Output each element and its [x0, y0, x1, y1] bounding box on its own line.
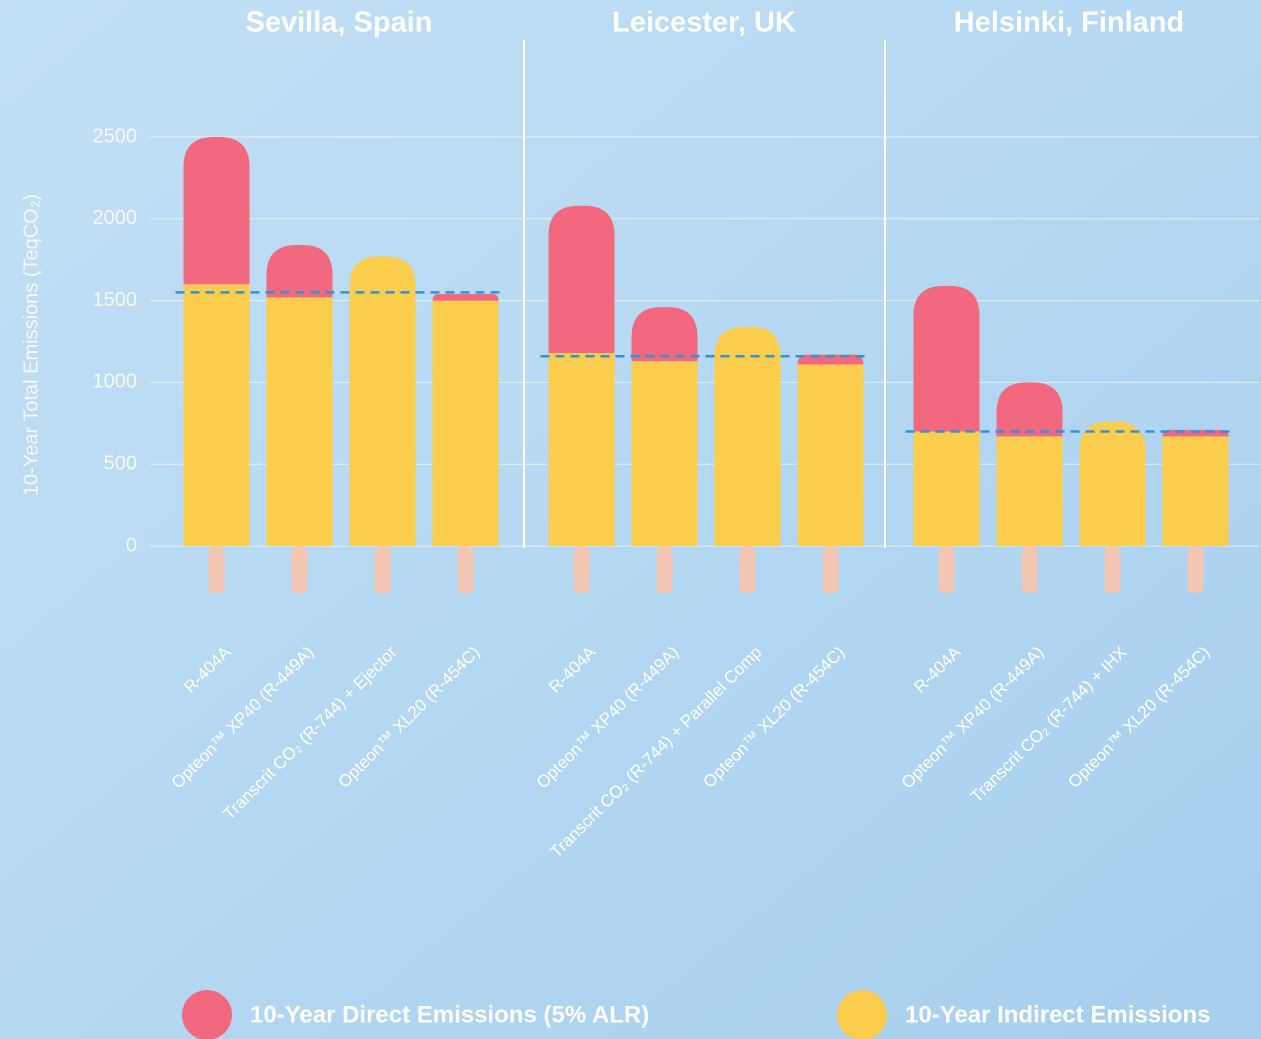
- popsicle-stick: [375, 546, 391, 593]
- bar-segment: [997, 382, 1063, 436]
- popsicle-stick: [1105, 546, 1121, 593]
- bar-segment: [798, 364, 864, 546]
- bar-segment: [267, 297, 333, 546]
- popsicle-stick: [740, 546, 756, 593]
- legend-swatch: [837, 990, 887, 1039]
- bar-segment: [350, 256, 416, 546]
- bar-segment: [914, 286, 980, 432]
- bar-segment: [632, 307, 698, 361]
- chart: 10-Year Total Emissions (TeqCO₂) 0 500 100…: [0, 0, 1261, 1039]
- popsicle-stick: [458, 546, 474, 593]
- page: 10-Year Total Emissions (TeqCO₂) 0 500 100…: [0, 0, 1261, 1039]
- bar-segment: [433, 294, 499, 301]
- bar-segment: [632, 361, 698, 546]
- bar-segment: [267, 245, 333, 297]
- bar-segment: [1163, 436, 1229, 546]
- bar-segment: [715, 327, 781, 546]
- y-tick-label: 2000: [93, 207, 138, 229]
- popsicle-stick: [1188, 546, 1204, 593]
- y-tick-label: 1500: [93, 289, 138, 311]
- y-tick-label: 1000: [93, 371, 138, 393]
- bar-segment: [184, 137, 250, 284]
- popsicle-stick: [574, 546, 590, 593]
- y-axis-label: 10-Year Total Emissions (TeqCO₂): [20, 194, 42, 496]
- popsicle-stick: [292, 546, 308, 593]
- legend-label: 10-Year Indirect Emissions: [905, 1001, 1210, 1028]
- y-tick-label: 500: [104, 452, 137, 474]
- legend-swatch: [182, 990, 232, 1039]
- bar-segment: [184, 284, 250, 546]
- popsicle-stick: [939, 546, 955, 593]
- popsicle-stick: [1022, 546, 1038, 593]
- popsicle-stick: [657, 546, 673, 593]
- bar-segment: [549, 353, 615, 546]
- panel-title: Leicester, UK: [612, 7, 796, 39]
- bar-segment: [1080, 422, 1146, 546]
- y-tick-label: 2500: [93, 125, 138, 147]
- bar-segment: [549, 206, 615, 353]
- panel-title: Sevilla, Spain: [246, 7, 433, 39]
- popsicle-stick: [823, 546, 839, 593]
- panel-title: Helsinki, Finland: [954, 7, 1184, 39]
- legend-label: 10-Year Direct Emissions (5% ALR): [250, 1001, 649, 1028]
- bar-segment: [914, 431, 980, 546]
- y-tick-label: 0: [126, 534, 137, 556]
- popsicle-stick: [209, 546, 225, 593]
- bar-segment: [997, 436, 1063, 546]
- bar-segment: [433, 301, 499, 546]
